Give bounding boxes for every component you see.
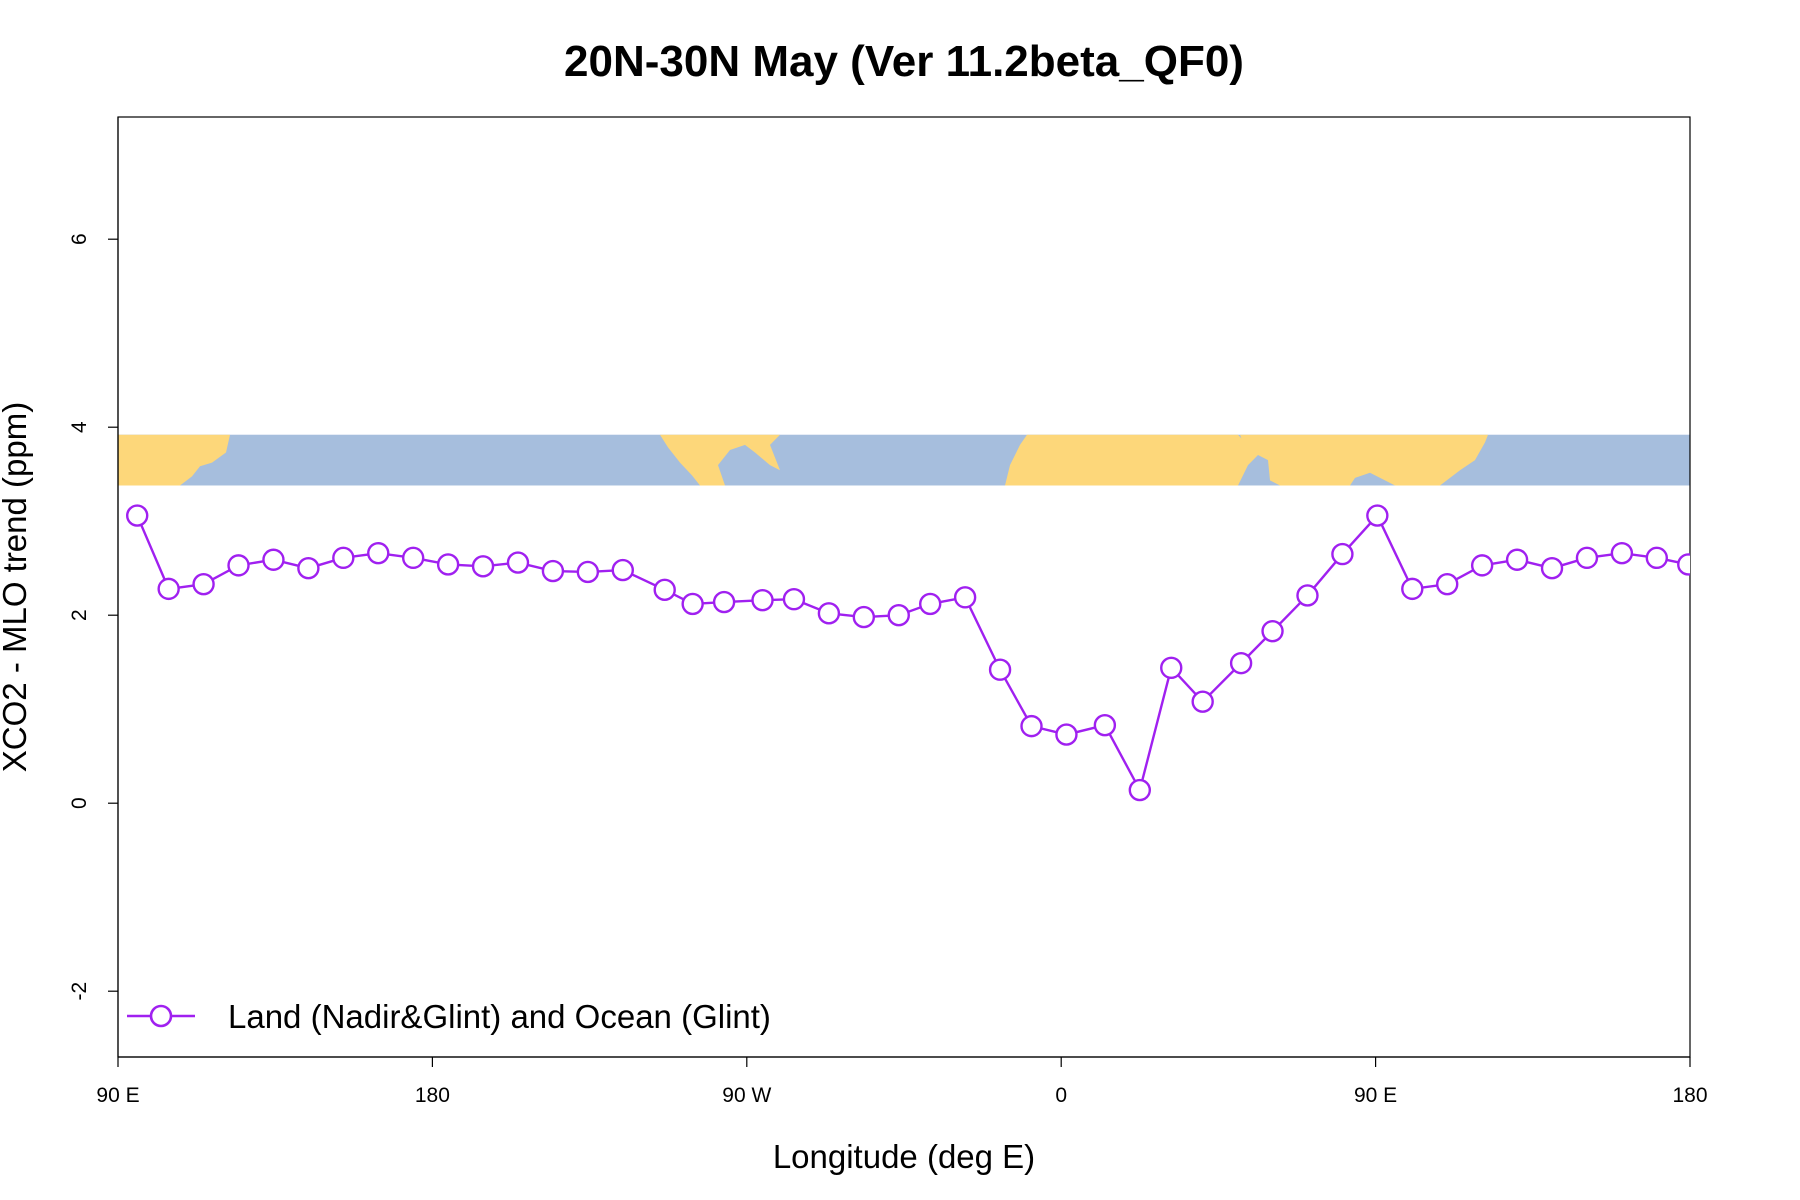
data-point xyxy=(1540,557,1564,580)
data-point xyxy=(436,553,460,576)
x-axis: 90 E 180 90 W 0 90 E 180 xyxy=(96,1056,1708,1107)
data-point xyxy=(1575,546,1599,570)
data-point xyxy=(852,605,876,629)
data-point xyxy=(1470,554,1494,577)
x-tick-label: 90 E xyxy=(96,1084,139,1107)
legend-label: Land (Nadir&Glint) and Ocean (Glint) xyxy=(228,998,771,1035)
x-tick-label: 90 E xyxy=(1354,1084,1397,1107)
x-tick-label: 180 xyxy=(1672,1084,1707,1107)
y-tick-label: 6 xyxy=(68,233,91,245)
data-point xyxy=(1191,690,1214,713)
data-point xyxy=(712,590,736,614)
data-point xyxy=(919,592,942,616)
data-point xyxy=(988,658,1012,681)
data-point xyxy=(1128,778,1152,802)
legend-circle-marker xyxy=(149,1004,173,1028)
legend: Land (Nadir&Glint) and Ocean (Glint) xyxy=(127,998,771,1035)
data-point xyxy=(541,559,565,583)
data-point xyxy=(1677,553,1690,576)
data-point xyxy=(471,555,495,578)
y-tick-label: 0 xyxy=(68,797,91,809)
world-map-strip xyxy=(118,434,1690,486)
map-landmass xyxy=(1005,434,1488,486)
data-point xyxy=(1505,548,1529,571)
x-axis-title: Longitude (deg E) xyxy=(773,1138,1035,1175)
data-point xyxy=(1229,651,1253,675)
data-point xyxy=(1610,541,1634,565)
data-point xyxy=(367,541,390,565)
data-point xyxy=(1160,656,1183,680)
data-point xyxy=(401,546,425,570)
y-tick-label: 4 xyxy=(68,421,91,433)
data-point xyxy=(1436,572,1459,596)
data-point xyxy=(751,588,774,612)
data-point xyxy=(297,557,320,580)
y-axis: -2 0 2 4 6 xyxy=(68,117,119,1057)
map-landmass xyxy=(660,434,780,486)
data-point xyxy=(817,602,841,625)
data-point xyxy=(157,577,180,601)
data-point xyxy=(611,558,634,582)
data-point xyxy=(887,604,910,627)
data-point xyxy=(332,546,355,570)
y-tick-label: 2 xyxy=(68,609,91,621)
data-point xyxy=(506,551,530,574)
data-point xyxy=(782,588,806,611)
data-point xyxy=(1645,546,1669,570)
data-point xyxy=(576,560,600,584)
data-point xyxy=(1401,577,1424,601)
data-point xyxy=(653,578,676,602)
data-point xyxy=(1020,714,1043,738)
series-line xyxy=(136,513,1689,794)
x-tick-label: 90 W xyxy=(722,1084,771,1107)
data-point xyxy=(227,554,250,577)
map-landmass xyxy=(118,434,230,486)
data-point xyxy=(1331,542,1354,566)
data-point xyxy=(953,586,977,609)
data-point xyxy=(1261,619,1284,643)
y-axis-title: XCO2 - MLO trend (ppm) xyxy=(0,402,33,772)
data-point xyxy=(681,592,704,616)
x-tick-label: 0 xyxy=(1055,1084,1067,1107)
data-point xyxy=(192,572,215,596)
data-point xyxy=(126,504,149,527)
data-point xyxy=(1296,584,1319,607)
y-tick-label: -2 xyxy=(68,982,91,1001)
chart-title: 20N-30N May (Ver 11.2beta_QF0) xyxy=(564,37,1244,86)
x-tick-label: 180 xyxy=(415,1084,450,1107)
data-point xyxy=(1093,713,1117,737)
data-point xyxy=(262,548,285,571)
data-point xyxy=(1055,723,1078,746)
data-point xyxy=(1366,504,1389,527)
